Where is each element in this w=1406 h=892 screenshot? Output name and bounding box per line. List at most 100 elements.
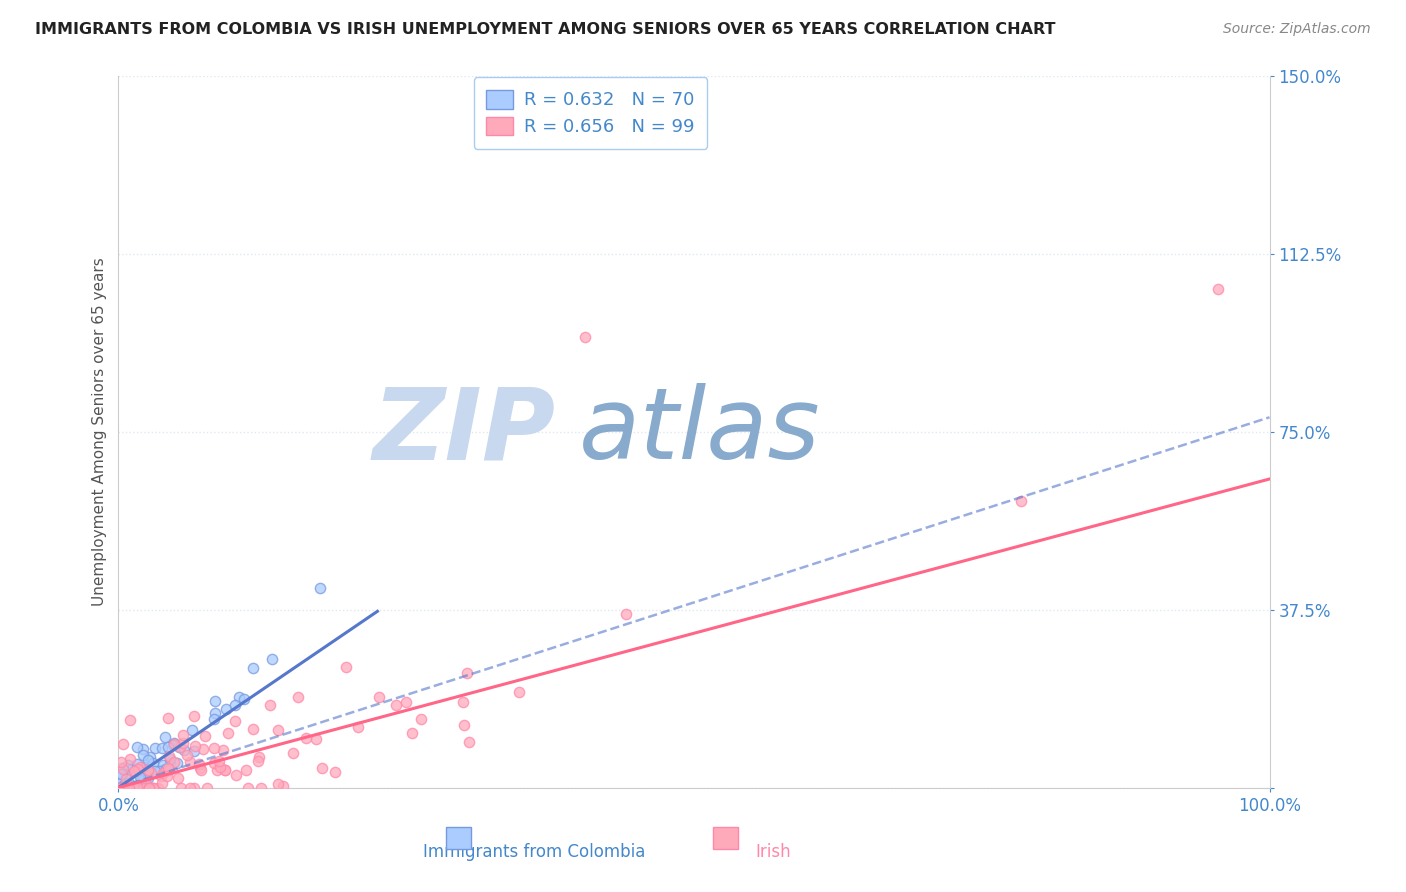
Point [157, 761, 180, 775]
Point [125, 763, 148, 777]
Point [172, 728, 194, 742]
Point [453, 718, 475, 732]
Text: Irish: Irish [755, 843, 792, 861]
Point [152, 766, 174, 780]
Point [142, 780, 165, 795]
Point [127, 780, 149, 794]
Point [225, 768, 247, 782]
Point [136, 771, 159, 785]
Point [120, 780, 142, 795]
Point [110, 780, 132, 795]
Point [136, 768, 159, 782]
Point [139, 765, 162, 780]
Point [122, 780, 145, 795]
Point [1010, 494, 1032, 508]
Point [295, 731, 318, 745]
Point [150, 741, 173, 756]
Point [110, 766, 132, 780]
Point [108, 776, 131, 790]
Point [129, 770, 152, 784]
Point [132, 780, 155, 795]
Point [169, 740, 191, 755]
Point [205, 763, 228, 777]
Point [574, 329, 596, 343]
Point [155, 762, 177, 776]
Point [111, 737, 134, 751]
Point [156, 711, 179, 725]
Point [183, 709, 205, 723]
Point [149, 768, 172, 782]
Point [323, 765, 346, 780]
Point [211, 743, 233, 757]
Legend: R = 0.632   N = 70, R = 0.656   N = 99: R = 0.632 N = 70, R = 0.656 N = 99 [474, 78, 707, 149]
Point [121, 780, 143, 795]
Point [121, 762, 143, 776]
Point [132, 769, 155, 783]
Point [122, 779, 145, 793]
Point [157, 748, 180, 763]
Point [118, 776, 141, 790]
Point [153, 762, 176, 776]
Point [204, 706, 226, 720]
Point [118, 714, 141, 728]
Point [143, 764, 166, 778]
Point [305, 731, 328, 746]
Point [1206, 282, 1229, 296]
Point [311, 761, 333, 775]
Point [127, 740, 149, 755]
Point [249, 780, 271, 795]
Point [457, 735, 479, 749]
Point [179, 780, 201, 795]
Point [283, 746, 305, 760]
Point [217, 726, 239, 740]
Point [131, 742, 153, 756]
Point [111, 761, 134, 775]
Point [132, 760, 155, 774]
Point [118, 780, 141, 795]
Point [214, 763, 236, 777]
Point [111, 780, 134, 795]
Point [162, 738, 184, 752]
Point [159, 752, 181, 766]
Point [138, 763, 160, 777]
Point [153, 730, 176, 744]
Point [125, 780, 148, 795]
Text: Immigrants from Colombia: Immigrants from Colombia [423, 843, 645, 861]
Point [129, 772, 152, 787]
Point [271, 779, 294, 793]
Point [242, 722, 264, 736]
Point [235, 763, 257, 777]
Point [266, 723, 288, 737]
Point [124, 780, 146, 795]
Point [309, 581, 332, 595]
Point [129, 764, 152, 779]
Point [166, 756, 188, 771]
Point [135, 769, 157, 783]
Point [111, 767, 134, 781]
Point [156, 769, 179, 783]
Point [131, 770, 153, 784]
Point [135, 778, 157, 792]
Point [347, 720, 370, 734]
Point [134, 780, 156, 795]
Point [127, 762, 149, 776]
Point [152, 758, 174, 772]
Point [202, 756, 225, 770]
Point [135, 777, 157, 791]
Point [384, 698, 406, 712]
Point [117, 780, 139, 795]
Point [108, 780, 131, 795]
Point [214, 763, 236, 777]
Point [163, 736, 186, 750]
Point [194, 729, 217, 743]
Point [247, 750, 270, 764]
Point [112, 778, 135, 792]
Point [202, 712, 225, 726]
Point [142, 756, 165, 771]
Point [287, 690, 309, 704]
Point [207, 755, 229, 769]
Point [262, 652, 284, 666]
Point [508, 685, 530, 699]
Point [190, 763, 212, 777]
Point [183, 780, 205, 795]
